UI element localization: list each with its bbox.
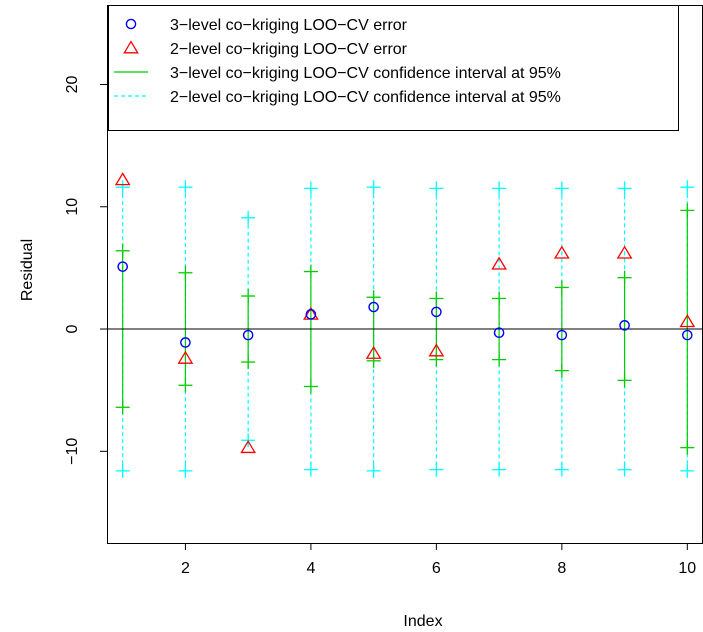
point-3level [431, 306, 442, 318]
legend-label: 3−level co−kriging LOO−CV confidence int… [170, 65, 561, 82]
legend-box [108, 5, 679, 131]
x-axis-label: Index [403, 613, 442, 630]
x-axis: 2 4 6 8 10 [181, 543, 696, 577]
point-2level [240, 439, 257, 454]
legend-item: 2−level co−kriging LOO−CV error [123, 40, 408, 58]
point-2level [553, 245, 570, 259]
y-tick-label: 10 [64, 198, 81, 216]
point-2level [616, 245, 633, 259]
point-3level [305, 309, 317, 320]
data-points [114, 172, 696, 454]
point-2level [177, 350, 194, 364]
legend-label: 2−level co−kriging LOO−CV error [170, 41, 408, 58]
point-3level [682, 329, 693, 341]
x-tick-label: 2 [181, 560, 190, 577]
x-tick-label: 8 [557, 560, 566, 577]
point-2level [491, 256, 507, 270]
plot-area [107, 172, 703, 478]
x-tick-label: 4 [306, 560, 315, 577]
legend-symbol-circle [125, 18, 137, 30]
legend-label: 3−level co−kriging LOO−CV error [170, 17, 408, 34]
y-tick-label: −10 [64, 438, 81, 465]
point-2level [365, 345, 382, 359]
x-tick-label: 6 [432, 560, 441, 577]
y-axis: −10 0 10 20 [64, 75, 108, 465]
point-3level [556, 329, 568, 341]
point-2level [114, 172, 131, 186]
point-3level [493, 327, 505, 338]
point-3level [117, 261, 128, 272]
legend-label: 2−level co−kriging LOO−CV confidence int… [170, 89, 561, 106]
point-3level [368, 301, 379, 313]
point-2level [428, 343, 445, 357]
x-tick-label: 10 [678, 560, 696, 577]
y-tick-label: 20 [64, 75, 81, 93]
point-2level [679, 314, 696, 328]
y-axis-label: Residual [19, 239, 36, 301]
point-3level [619, 320, 630, 331]
legend-item: 3−level co−kriging LOO−CV error [125, 17, 408, 34]
legend-symbol-triangle [123, 40, 139, 54]
legend: 3−level co−kriging LOO−CV error 2−level c… [108, 5, 679, 131]
point-3level [242, 329, 254, 341]
legend-item: 3−level co−kriging LOO−CV confidence int… [114, 65, 561, 82]
point-3level [180, 337, 191, 348]
y-tick-label: 0 [64, 324, 81, 333]
legend-item: 2−level co−kriging LOO−CV confidence int… [114, 89, 561, 106]
